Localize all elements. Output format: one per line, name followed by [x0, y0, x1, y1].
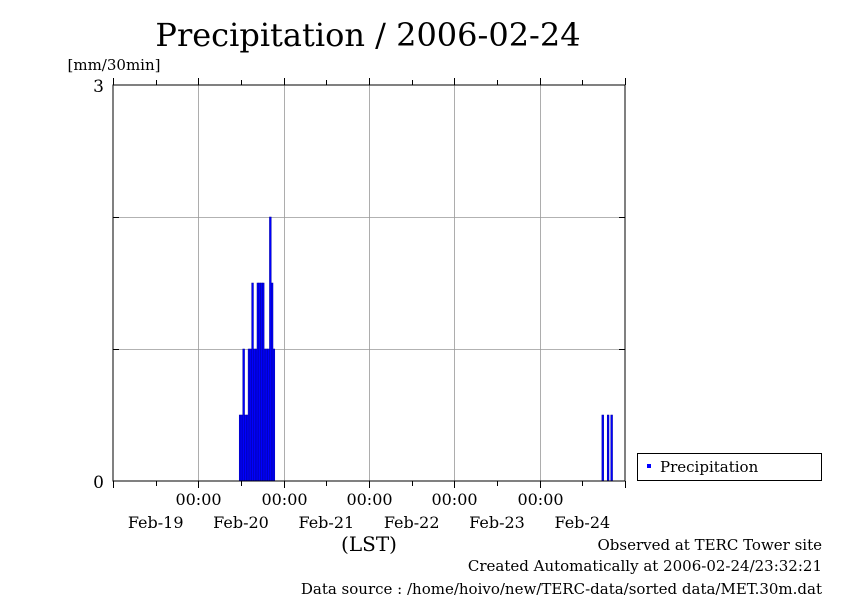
legend: Precipitation — [637, 453, 822, 481]
x-tick-labels: 00:00 00:00 00:00 00:00 00:00 Feb-19 Feb-20 Feb… — [128, 490, 610, 532]
precipitation-bar — [262, 282, 265, 482]
x-date-label: Feb-19 — [128, 513, 184, 532]
precipitation-bar — [254, 348, 258, 482]
x-tick-time-label: 00:00 — [261, 490, 307, 509]
y-tick-label-3: 3 — [93, 77, 104, 97]
precipitation-bar — [244, 414, 247, 482]
precipitation-bar — [606, 414, 610, 482]
axis-ticks — [113, 78, 626, 488]
precipitation-bar — [270, 282, 274, 482]
precipitation-bar — [260, 282, 263, 482]
precipitation-bar — [253, 348, 256, 482]
precipitation-bar — [251, 282, 254, 482]
precipitation-bar — [267, 348, 270, 482]
precipitation-bar — [272, 348, 276, 482]
y-tick-label-0: 0 — [93, 473, 104, 493]
x-date-label: Feb-20 — [213, 513, 269, 532]
precipitation-bar — [238, 414, 242, 482]
precipitation-bar — [246, 414, 249, 482]
precipitation-bar — [265, 348, 268, 482]
x-tick-time-label: 00:00 — [346, 490, 392, 509]
gridlines — [113, 85, 625, 481]
x-date-label: Feb-23 — [469, 513, 525, 532]
x-tick-time-label: 00:00 — [517, 490, 563, 509]
legend-label: Precipitation — [660, 458, 759, 476]
footer-source: Data source : /home/hoivo/new/TERC-data/… — [301, 580, 822, 595]
x-tick-time-label: 00:00 — [431, 490, 477, 509]
x-date-label: Feb-21 — [298, 513, 354, 532]
footer-observed: Observed at TERC Tower site — [597, 536, 822, 554]
x-axis-label: (LST) — [341, 532, 397, 556]
footer-created: Created Automatically at 2006-02-24/23:3… — [468, 557, 822, 575]
x-date-label: Feb-24 — [554, 513, 610, 532]
precipitation-bar — [263, 348, 267, 482]
precipitation-bar — [258, 282, 261, 482]
precipitation-bar — [240, 414, 244, 482]
bars — [238, 216, 613, 482]
chart-title: Precipitation / 2006-02-24 — [155, 16, 580, 54]
precipitation-bar — [249, 348, 252, 482]
y-axis-label: [mm/30min] — [68, 56, 161, 74]
precipitation-bar — [242, 348, 245, 482]
precipitation-bar — [247, 348, 251, 482]
x-tick-time-label: 00:00 — [175, 490, 221, 509]
precipitation-bar — [601, 414, 604, 482]
precipitation-bar — [256, 282, 260, 482]
plot-frame — [112, 84, 626, 482]
precipitation-bar — [610, 414, 613, 482]
legend-swatch — [647, 464, 651, 468]
x-date-label: Feb-22 — [384, 513, 440, 532]
precipitation-bar — [269, 216, 272, 482]
